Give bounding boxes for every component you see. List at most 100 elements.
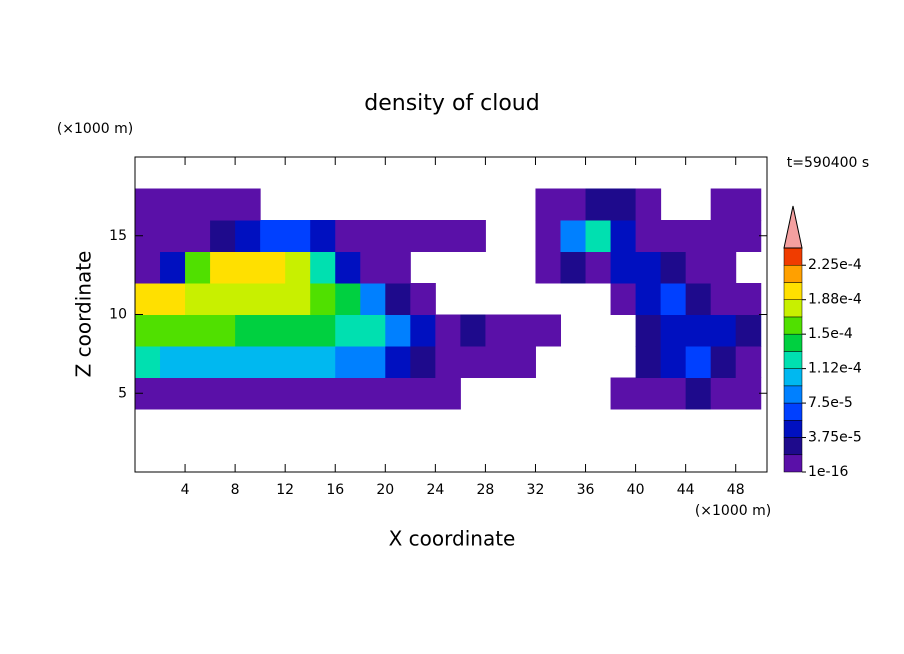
contour-cell: [160, 314, 186, 347]
contour-cell: [285, 251, 311, 284]
x-tick-label: 16: [326, 482, 344, 498]
contour-cell: [185, 314, 211, 347]
colorbar-band: [783, 316, 803, 335]
contour-cell: [510, 346, 536, 378]
x-tick-label: 8: [231, 482, 240, 498]
contour-cell: [435, 377, 461, 410]
contour-cell: [410, 346, 436, 378]
contour-cell: [285, 346, 311, 378]
contour-cell: [635, 314, 662, 347]
contour-cell: [560, 220, 587, 252]
contour-cell: [385, 220, 411, 252]
colorbar-overflow: [783, 205, 803, 249]
contour-cell: [185, 283, 211, 315]
contour-cell: [560, 188, 587, 221]
contour-cell: [435, 220, 461, 252]
contour-cell: [735, 188, 762, 221]
contour-cell: [435, 314, 461, 347]
chart-title: density of cloud: [364, 91, 539, 116]
contour-cell: [485, 314, 511, 347]
colorbar-band: [783, 333, 803, 352]
colorbar-band: [783, 264, 803, 283]
colorbar-band: [783, 437, 803, 456]
colorbar-band: [783, 385, 803, 404]
contour-cell: [135, 251, 161, 284]
colorbar-band: [783, 454, 803, 473]
contour-cell: [310, 283, 336, 315]
contour-cell: [385, 283, 411, 315]
x-unit: (×1000 m): [695, 503, 771, 519]
contour-cell: [735, 220, 762, 252]
contour-cell: [535, 314, 562, 347]
contour-cell: [135, 346, 161, 378]
contour-cell: [210, 251, 236, 284]
contour-cell: [185, 377, 211, 410]
contour-cell: [460, 220, 486, 252]
contour-cell: [260, 251, 286, 284]
contour-cell: [210, 220, 236, 252]
contour-cell: [385, 314, 411, 347]
contour-cell: [485, 346, 511, 378]
contour-cell: [335, 283, 361, 315]
contour-cell: [510, 314, 536, 347]
contour-cell: [460, 346, 486, 378]
contour-cell: [160, 377, 186, 410]
colorbar-tick-label: 2.25e-4: [808, 257, 862, 273]
contour-cell: [260, 314, 286, 347]
contour-cell: [710, 377, 737, 410]
contour-cell: [360, 346, 386, 378]
contour-cell: [360, 220, 386, 252]
contour-cell: [685, 377, 712, 410]
contour-cell: [585, 188, 612, 221]
contour-cell: [260, 346, 286, 378]
contour-cell: [235, 283, 261, 315]
colorbar-band: [783, 351, 803, 369]
contour-cell: [635, 377, 662, 410]
contour-cell: [535, 251, 562, 284]
contour-cell: [735, 377, 762, 410]
contour-cell: [585, 251, 612, 284]
contour-cell: [635, 220, 662, 252]
contour-cell: [185, 220, 211, 252]
contour-cell: [260, 220, 286, 252]
contour-cell: [185, 251, 211, 284]
y-tick-label: 10: [109, 307, 127, 323]
contour-cell: [285, 220, 311, 252]
contour-cell: [410, 220, 436, 252]
contour-cell: [685, 283, 712, 315]
contour-cell: [710, 251, 737, 284]
colorbar-tick-label: 1.88e-4: [808, 292, 862, 308]
contour-cell: [235, 251, 261, 284]
contour-cell: [335, 346, 361, 378]
y-unit: (×1000 m): [57, 121, 133, 137]
contour-cell: [610, 220, 637, 252]
contour-cell: [735, 314, 762, 347]
x-tick-label: 24: [426, 482, 444, 498]
colorbar-band: [783, 420, 803, 438]
contour-cell: [610, 283, 637, 315]
colorbar-band: [783, 402, 803, 421]
contour-cell: [410, 283, 436, 315]
x-axis-label: X coordinate: [389, 527, 516, 551]
contour-cell: [310, 377, 336, 410]
contour-cell: [635, 346, 662, 378]
contour-cell: [160, 346, 186, 378]
contour-cell: [660, 346, 687, 378]
y-tick-label: 5: [118, 385, 127, 401]
contour-cell: [260, 377, 286, 410]
contour-cell: [210, 283, 236, 315]
contour-cell: [660, 314, 687, 347]
time-label: t=590400 s: [787, 155, 869, 171]
contour-cell: [335, 377, 361, 410]
contour-cell: [160, 188, 186, 221]
contour-cell: [435, 346, 461, 378]
contour-cell: [385, 346, 411, 378]
contour-cell: [410, 314, 436, 347]
contour-cell: [635, 283, 662, 315]
contour-cell: [410, 377, 436, 410]
x-tick-label: 12: [276, 482, 294, 498]
contour-cell: [185, 346, 211, 378]
colorbar-band: [783, 247, 803, 266]
contour-cell: [610, 377, 637, 410]
